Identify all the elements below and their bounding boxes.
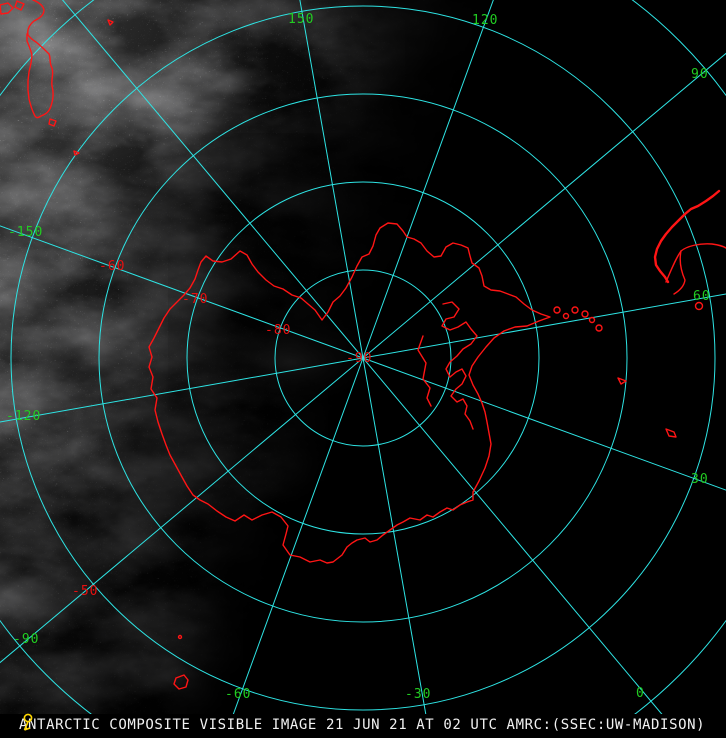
meridian-line--150 <box>0 225 364 359</box>
west-antarctica-detail <box>417 335 432 407</box>
antarctica-coastline <box>148 222 551 564</box>
longitude-label-0: 0 <box>636 686 645 701</box>
small-island <box>173 674 189 690</box>
small-island <box>73 150 80 156</box>
small-island <box>617 377 627 385</box>
latitude-circle--70 <box>186 181 540 535</box>
small-island <box>0 2 14 15</box>
small-island <box>694 301 704 311</box>
longitude-label-120: 120 <box>472 13 499 28</box>
small-island <box>177 634 183 640</box>
small-island <box>581 310 589 318</box>
longitude-label--30: -30 <box>405 687 432 702</box>
caption-bar: ANTARCTIC COMPOSITE VISIBLE IMAGE 21 JUN… <box>0 714 726 738</box>
longitude-label--60: -60 <box>225 687 252 702</box>
meridian-line--30 <box>362 357 431 738</box>
longitude-label--150: -150 <box>8 225 44 240</box>
latitude-label--60: -60 <box>99 259 126 274</box>
longitude-label-30: 30 <box>691 472 709 487</box>
small-island <box>107 19 114 26</box>
coastline-overlay <box>0 0 726 690</box>
meridian-line-150 <box>299 0 364 359</box>
meridian-line--90 <box>0 357 364 664</box>
meridian-line-120 <box>362 0 494 359</box>
small-island <box>553 306 561 314</box>
latitude-label--80: -80 <box>265 323 292 338</box>
island-arc-curve <box>665 243 726 283</box>
longitude-label-90: 90 <box>691 67 709 82</box>
caption-text: ANTARCTIC COMPOSITE VISIBLE IMAGE 21 JUN… <box>19 717 706 733</box>
meridian-line--60 <box>224 357 364 738</box>
small-island <box>595 324 603 332</box>
small-island <box>562 312 570 320</box>
latitude-label--70: -70 <box>182 292 209 307</box>
small-island <box>588 316 596 324</box>
latitude-circle--80 <box>274 269 452 447</box>
longitude-label--90: -90 <box>13 632 40 647</box>
longitude-label-150: 150 <box>288 12 315 27</box>
meridian-line-60 <box>362 293 726 359</box>
meridian-line--180 <box>61 0 364 359</box>
meridian-line--120 <box>0 357 364 423</box>
station-marker-icon <box>23 713 33 731</box>
latitude-circle--60 <box>98 93 628 623</box>
longitude-label--120: -120 <box>6 409 42 424</box>
new-zealand-coastline <box>26 0 54 119</box>
twilight-wedge <box>195 314 385 410</box>
small-island <box>665 428 677 438</box>
east-antarctica-detail <box>441 301 478 430</box>
meridian-line-90 <box>362 52 726 359</box>
latitude-circle--50 <box>10 5 716 711</box>
island-arc-curve <box>673 250 686 295</box>
small-island <box>48 118 57 127</box>
small-island <box>14 0 25 11</box>
latitude-label--50: -50 <box>72 584 99 599</box>
latitude-label--90: -90 <box>346 351 373 366</box>
longitude-label-60: 60 <box>693 289 711 304</box>
island-arc-crescent <box>653 189 721 284</box>
small-island <box>571 306 579 314</box>
